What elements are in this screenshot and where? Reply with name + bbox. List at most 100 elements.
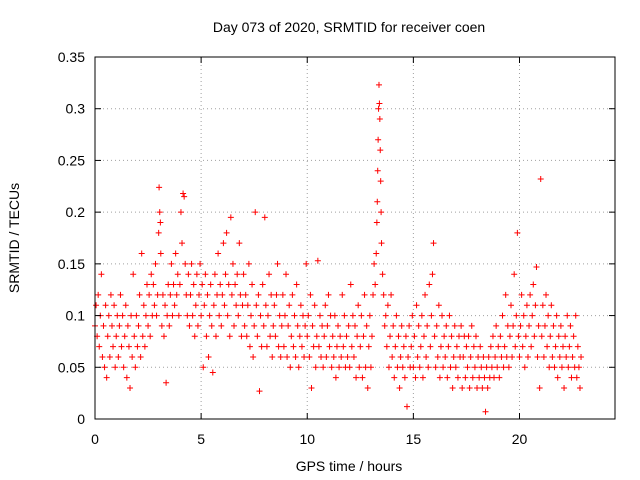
- data-point: [249, 281, 256, 288]
- data-point: [116, 322, 123, 329]
- data-point: [396, 384, 403, 391]
- y-tick-label: 0.2: [66, 204, 86, 220]
- data-point: [217, 281, 224, 288]
- data-point: [510, 322, 517, 329]
- data-point: [447, 364, 454, 371]
- data-point: [533, 263, 540, 270]
- data-point: [166, 322, 173, 329]
- data-point: [321, 333, 328, 340]
- data-point: [216, 312, 223, 319]
- data-point: [330, 353, 337, 360]
- data-point: [481, 374, 488, 381]
- data-point: [105, 312, 112, 319]
- data-point: [483, 364, 490, 371]
- data-point: [157, 250, 164, 257]
- data-point: [164, 312, 171, 319]
- data-point: [530, 281, 537, 288]
- data-point: [449, 384, 456, 391]
- data-point: [520, 312, 527, 319]
- y-tick-label: 0.05: [58, 359, 85, 375]
- data-point: [416, 364, 423, 371]
- data-point: [546, 364, 553, 371]
- data-point: [343, 333, 350, 340]
- data-point: [578, 353, 585, 360]
- data-point: [223, 229, 230, 236]
- data-point: [414, 353, 421, 360]
- data-point: [487, 343, 494, 350]
- data-point: [239, 302, 246, 309]
- data-point: [554, 374, 561, 381]
- data-point: [279, 291, 286, 298]
- data-point: [333, 343, 340, 350]
- data-point: [468, 322, 475, 329]
- data-point: [400, 343, 407, 350]
- data-point: [114, 312, 121, 319]
- data-point: [140, 302, 147, 309]
- data-point: [440, 364, 447, 371]
- data-point: [337, 333, 344, 340]
- data-point: [470, 343, 477, 350]
- data-point: [444, 374, 451, 381]
- data-point: [252, 209, 259, 216]
- data-point: [488, 364, 495, 371]
- data-point: [284, 353, 291, 360]
- data-point: [372, 281, 379, 288]
- data-point: [463, 343, 470, 350]
- data-point: [150, 281, 157, 288]
- data-point: [433, 322, 440, 329]
- data-point: [348, 343, 355, 350]
- data-point: [180, 190, 187, 197]
- data-point: [219, 291, 226, 298]
- data-point: [368, 333, 375, 340]
- data-point: [95, 291, 102, 298]
- data-point: [506, 333, 513, 340]
- data-point: [181, 193, 188, 200]
- data-point: [272, 333, 279, 340]
- data-point: [177, 209, 184, 216]
- data-point: [156, 184, 163, 191]
- data-point: [515, 333, 522, 340]
- y-tick-label: 0.35: [58, 49, 85, 65]
- data-point: [106, 353, 113, 360]
- data-point: [155, 229, 162, 236]
- data-point: [373, 219, 380, 226]
- data-point: [125, 343, 132, 350]
- data-point: [543, 291, 550, 298]
- data-point: [98, 271, 105, 278]
- data-point: [383, 343, 390, 350]
- data-point: [264, 312, 271, 319]
- data-point: [133, 312, 140, 319]
- data-point: [528, 343, 535, 350]
- data-point: [162, 302, 169, 309]
- data-point: [458, 322, 465, 329]
- data-point: [549, 353, 556, 360]
- data-point: [245, 260, 252, 267]
- data-point: [146, 291, 153, 298]
- data-point: [350, 353, 357, 360]
- data-point: [127, 384, 134, 391]
- data-point: [538, 333, 545, 340]
- data-point: [375, 136, 382, 143]
- data-point: [176, 281, 183, 288]
- data-point: [569, 353, 576, 360]
- data-point: [338, 353, 345, 360]
- data-point: [499, 312, 506, 319]
- data-point: [408, 343, 415, 350]
- data-point: [280, 343, 287, 350]
- data-point: [291, 312, 298, 319]
- data-point: [536, 384, 543, 391]
- data-point: [189, 312, 196, 319]
- data-point: [215, 250, 222, 257]
- data-point: [509, 353, 516, 360]
- data-point: [316, 312, 323, 319]
- data-point: [257, 312, 264, 319]
- data-point: [319, 322, 326, 329]
- data-point: [206, 312, 213, 319]
- data-point: [398, 322, 405, 329]
- data-point: [112, 364, 119, 371]
- data-point: [196, 291, 202, 298]
- data-point: [323, 353, 330, 360]
- y-tick-labels: 0 0.05 0.1 0.15 0.2 0.25 0.3 0.35: [58, 49, 85, 427]
- data-point: [478, 364, 485, 371]
- data-point: [521, 364, 528, 371]
